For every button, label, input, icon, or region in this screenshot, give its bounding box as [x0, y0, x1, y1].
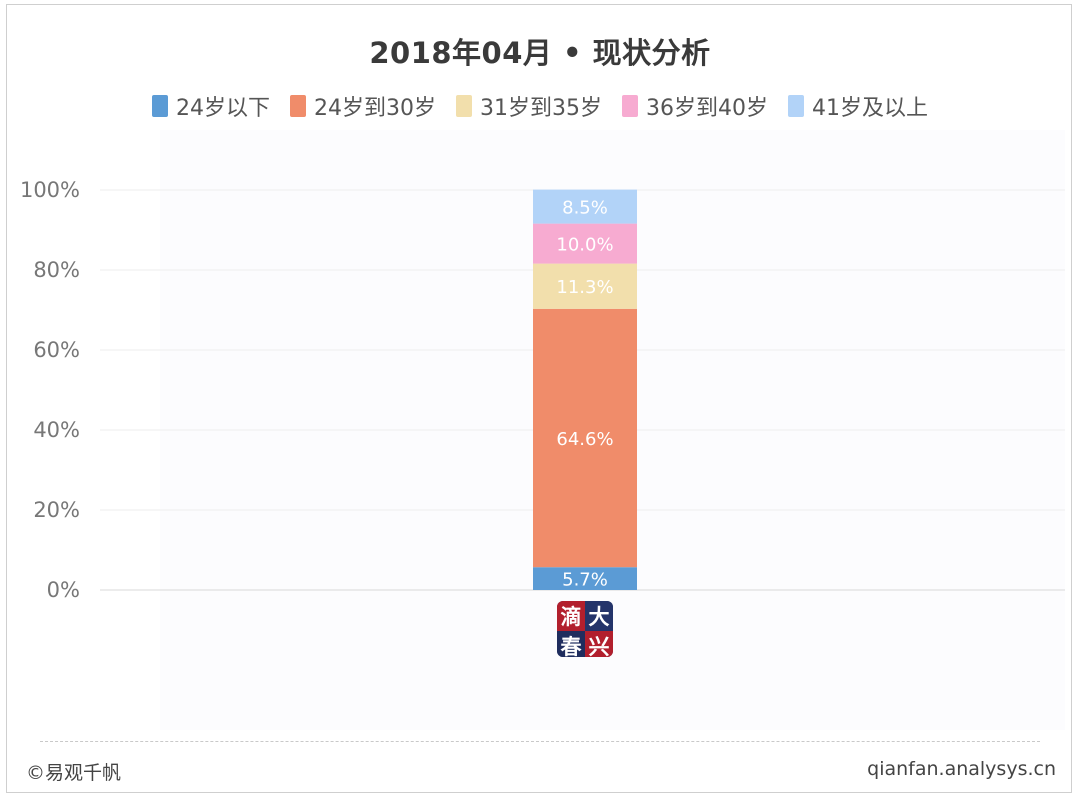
y-tick-label: 80% [33, 258, 80, 282]
legend-item-24-30[interactable]: 24岁到30岁 [290, 90, 436, 122]
legend-item-36-40[interactable]: 36岁到40岁 [622, 90, 768, 122]
legend-label: 24岁以下 [176, 96, 270, 121]
footer-divider [40, 741, 1040, 742]
y-tick-label: 60% [33, 338, 80, 362]
logo-char: 大 [585, 601, 613, 631]
data-label: 8.5% [562, 198, 608, 219]
bar-segment[interactable] [533, 567, 637, 590]
app-logo-icon: 滴 大 春 兴 [557, 601, 613, 657]
legend-swatch [622, 95, 638, 117]
legend-swatch [788, 95, 804, 117]
data-label: 11.3% [556, 277, 613, 298]
bar-segment[interactable] [533, 263, 637, 309]
chart-title: 2018年04月 • 现状分析 [369, 36, 711, 70]
y-tick-label: 40% [33, 418, 80, 442]
logo-char: 春 [557, 631, 585, 657]
legend: 24岁以下 24岁到30岁 31岁到35岁 36岁到40岁 41岁及以上 [0, 90, 1080, 122]
legend-label: 36岁到40岁 [646, 96, 768, 121]
y-tick-label: 100% [20, 178, 80, 202]
bar-segment[interactable] [533, 308, 637, 568]
data-label: 10.0% [556, 235, 613, 256]
legend-swatch [152, 95, 168, 117]
legend-swatch [290, 95, 306, 117]
bar-segment[interactable] [533, 223, 637, 264]
data-label: 5.7% [562, 570, 608, 591]
legend-label: 24岁到30岁 [314, 96, 436, 121]
logo-char: 滴 [557, 601, 585, 631]
y-tick-label: 20% [33, 498, 80, 522]
y-tick-label: 0% [47, 578, 80, 602]
data-label: 64.6% [556, 429, 613, 450]
legend-item-31-35[interactable]: 31岁到35岁 [456, 90, 602, 122]
footer-url[interactable]: qianfan.analysys.cn [867, 758, 1056, 780]
bar-segment[interactable] [533, 189, 637, 224]
logo-char: 兴 [585, 631, 613, 657]
legend-item-41-plus[interactable]: 41岁及以上 [788, 90, 928, 122]
footer-copyright: ©易观千帆 [26, 762, 122, 784]
legend-swatch [456, 95, 472, 117]
legend-label: 31岁到35岁 [480, 96, 602, 121]
legend-item-under-24[interactable]: 24岁以下 [152, 90, 270, 122]
legend-label: 41岁及以上 [812, 96, 928, 121]
